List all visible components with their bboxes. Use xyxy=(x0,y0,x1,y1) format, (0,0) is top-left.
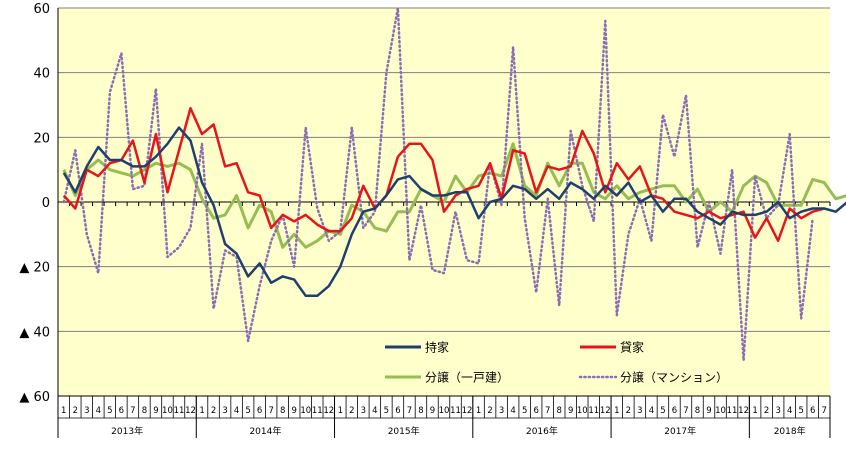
month-tick-label: 6 xyxy=(257,406,262,416)
month-tick-label: 6 xyxy=(119,406,124,416)
month-tick-label: 12 xyxy=(600,406,611,416)
month-tick-label: 7 xyxy=(683,406,688,416)
month-tick-label: 2 xyxy=(349,406,354,416)
y-tick-label: ▲ 40 xyxy=(19,325,50,340)
month-tick-label: 4 xyxy=(510,406,515,416)
month-tick-label: 10 xyxy=(300,406,311,416)
month-tick-label: 7 xyxy=(407,406,412,416)
month-tick-label: 4 xyxy=(787,406,792,416)
month-tick-label: 7 xyxy=(822,406,827,416)
month-tick-label: 11 xyxy=(727,406,738,416)
month-tick-label: 12 xyxy=(738,406,749,416)
month-tick-label: 1 xyxy=(476,406,481,416)
y-axis: 60 40 20 0 ▲ 20 ▲ 40 ▲ 60 xyxy=(19,2,50,405)
month-tick-label: 5 xyxy=(522,406,527,416)
legend-label: 分譲（一戸建） xyxy=(425,370,509,385)
month-tick-label: 6 xyxy=(533,406,538,416)
month-tick-label: 5 xyxy=(107,406,112,416)
y-tick-label: 20 xyxy=(33,131,50,146)
month-tick-label: 2 xyxy=(211,406,216,416)
month-tick-label: 7 xyxy=(545,406,550,416)
month-tick-label: 4 xyxy=(649,406,654,416)
month-tick-label: 1 xyxy=(752,406,757,416)
month-tick-label: 12 xyxy=(323,406,334,416)
month-tick-label: 7 xyxy=(268,406,273,416)
month-tick-label: 8 xyxy=(695,406,700,416)
month-tick-label: 12 xyxy=(462,406,473,416)
month-tick-label: 9 xyxy=(430,406,435,416)
month-tick-label: 11 xyxy=(174,406,185,416)
year-label: 2018年 xyxy=(774,425,806,437)
year-label: 2015年 xyxy=(388,425,420,437)
month-tick-label: 2 xyxy=(764,406,769,416)
month-tick-label: 4 xyxy=(372,406,377,416)
month-tick-label: 1 xyxy=(614,406,619,416)
month-tick-label: 4 xyxy=(96,406,101,416)
series-line-3 xyxy=(62,6,814,362)
month-tick-label: 5 xyxy=(660,406,665,416)
month-tick-label: 4 xyxy=(234,406,239,416)
month-tick-label: 10 xyxy=(439,406,450,416)
month-tick-label: 9 xyxy=(291,406,296,416)
series-lines xyxy=(62,6,846,362)
legend-label: 分譲（マンション） xyxy=(620,370,728,385)
month-tick-label: 5 xyxy=(245,406,250,416)
month-tick-label: 1 xyxy=(199,406,204,416)
year-label: 2014年 xyxy=(249,425,281,437)
month-tick-label: 3 xyxy=(222,406,227,416)
month-tick-label: 3 xyxy=(637,406,642,416)
month-tick-label: 3 xyxy=(361,406,366,416)
month-tick-label: 2 xyxy=(73,406,78,416)
month-tick-label: 12 xyxy=(185,406,196,416)
series-line-1 xyxy=(62,106,825,243)
y-tick-label: 40 xyxy=(33,67,50,82)
month-tick-label: 2 xyxy=(487,406,492,416)
month-tick-label: 7 xyxy=(130,406,135,416)
y-tick-label: 0 xyxy=(42,196,50,211)
year-label: 2017年 xyxy=(664,425,696,437)
month-tick-label: 11 xyxy=(312,406,323,416)
month-tick-label: 8 xyxy=(418,406,423,416)
month-tick-label: 6 xyxy=(395,406,400,416)
month-tick-label: 10 xyxy=(162,406,173,416)
month-tick-label: 3 xyxy=(499,406,504,416)
month-tick-label: 9 xyxy=(568,406,573,416)
month-tick-label: 8 xyxy=(280,406,285,416)
month-tick-label: 8 xyxy=(142,406,147,416)
y-tick-label: ▲ 20 xyxy=(19,261,50,276)
month-tick-label: 6 xyxy=(672,406,677,416)
year-label: 2016年 xyxy=(526,425,558,437)
month-tick-label: 3 xyxy=(84,406,89,416)
y-tick-label: ▲ 60 xyxy=(19,390,50,405)
month-tick-label: 1 xyxy=(338,406,343,416)
y-tick-label: 60 xyxy=(33,2,50,17)
month-tick-label: 9 xyxy=(153,406,158,416)
legend-label: 持家 xyxy=(425,340,449,355)
month-tick-label: 11 xyxy=(450,406,461,416)
month-tick-label: 9 xyxy=(706,406,711,416)
month-tick-label: 10 xyxy=(577,406,588,416)
month-tick-label: 6 xyxy=(810,406,815,416)
month-tick-label: 3 xyxy=(775,406,780,416)
month-tick-label: 1 xyxy=(61,406,66,416)
series-line-0 xyxy=(62,126,846,298)
month-tick-label: 5 xyxy=(798,406,803,416)
month-tick-label: 10 xyxy=(715,406,726,416)
month-tick-label: 2 xyxy=(626,406,631,416)
series-line-2 xyxy=(62,142,846,249)
month-tick-label: 11 xyxy=(588,406,599,416)
month-tick-label: 5 xyxy=(384,406,389,416)
year-label: 2013年 xyxy=(111,425,143,437)
legend-label: 貸家 xyxy=(620,340,644,355)
month-tick-label: 8 xyxy=(557,406,562,416)
